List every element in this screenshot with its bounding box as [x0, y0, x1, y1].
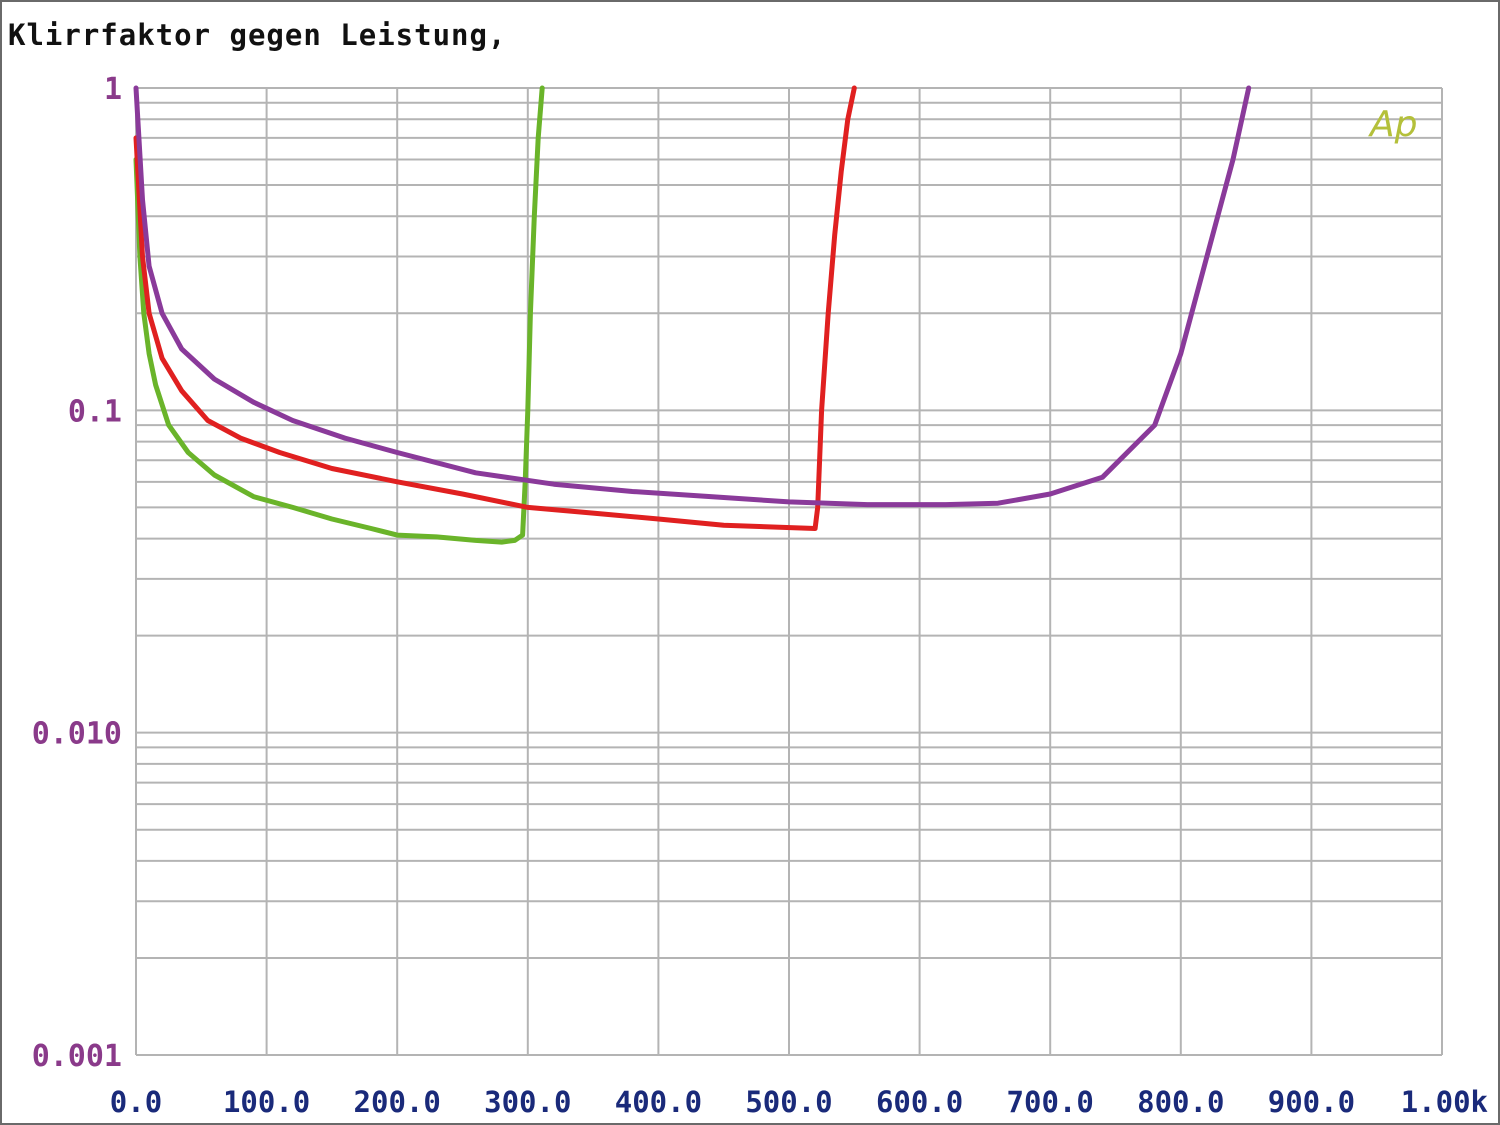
x-tick-label: 500.0	[745, 1085, 832, 1119]
x-tick-label: 1.00k	[1401, 1085, 1488, 1119]
series-line-1	[133, 85, 545, 545]
x-tick-label: 900.0	[1268, 1085, 1355, 1119]
ap-logo: Ap	[1368, 104, 1417, 145]
x-tick-label: 300.0	[484, 1085, 571, 1119]
x-tick-label: 800.0	[1137, 1085, 1224, 1119]
x-tick-label: 400.0	[615, 1085, 702, 1119]
x-tick-label: 100.0	[223, 1085, 310, 1119]
y-tick-label: 1	[104, 72, 122, 107]
x-tick-label: 0.0	[110, 1085, 162, 1119]
x-tick-label: 700.0	[1007, 1085, 1094, 1119]
chart-title: Klirrfaktor gegen Leistung,	[8, 18, 507, 52]
y-tick-label: 0.010	[32, 717, 122, 752]
grid-lines	[135, 87, 1443, 1056]
series-line-2	[133, 85, 857, 531]
y-tick-label: 0.001	[32, 1039, 122, 1074]
x-tick-labels: 0.0 100.0 200.0 300.0 400.0 500.0 600.0 700.0 80…	[110, 1085, 1488, 1119]
series-lines	[133, 85, 1252, 545]
x-tick-label: 200.0	[354, 1085, 441, 1119]
y-tick-label: 0.1	[68, 394, 122, 429]
y-tick-labels: 1 0.1 0.010 0.001	[32, 72, 122, 1074]
series-line-3	[133, 85, 1252, 508]
x-tick-label: 600.0	[876, 1085, 963, 1119]
